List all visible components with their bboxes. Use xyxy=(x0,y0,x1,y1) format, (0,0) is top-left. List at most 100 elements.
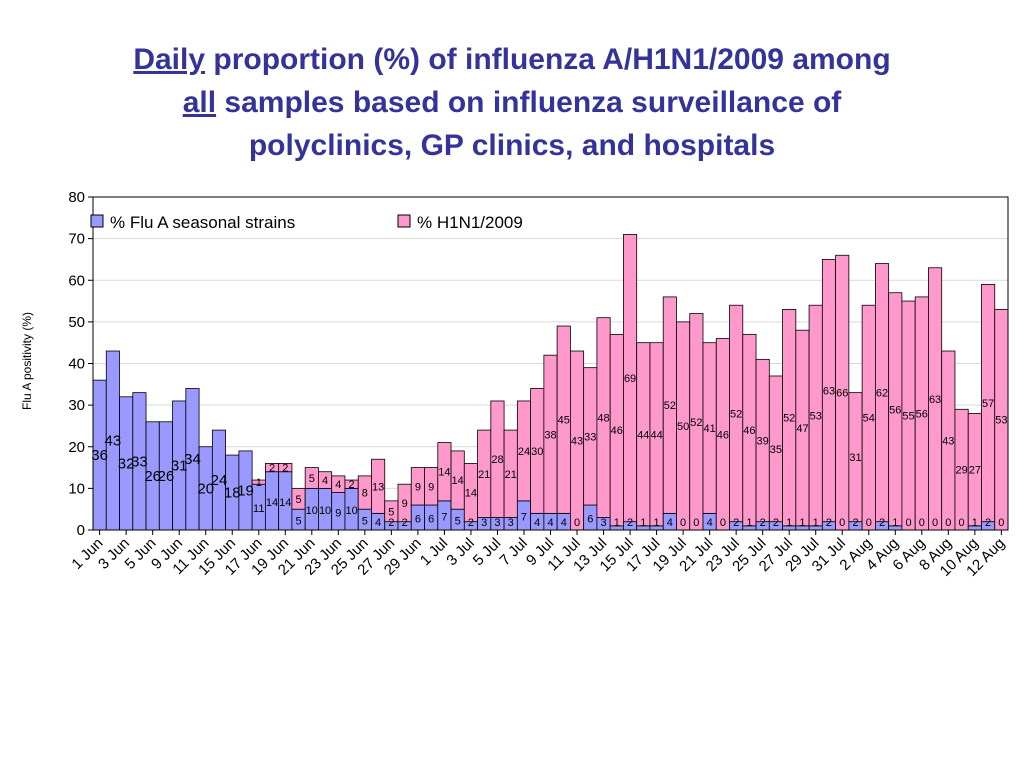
y-tick-label-3: 30 xyxy=(68,397,85,414)
title-all: all xyxy=(182,86,217,119)
data-label-seasonal-61: 0 xyxy=(905,517,911,529)
data-label-seasonal-43: 4 xyxy=(667,517,673,529)
legend-label-seasonal: % Flu A seasonal strains xyxy=(110,213,295,232)
y-axis: 0 10 20 30 40 50 60 70 80 xyxy=(68,189,93,539)
data-label-h1n1-12: 1 xyxy=(256,477,262,489)
data-label-h1n1-24: 9 xyxy=(415,481,421,493)
data-label-seasonal-19: 10 xyxy=(345,505,357,517)
data-label-h1n1-46: 41 xyxy=(704,423,716,435)
data-label-h1n1-37: 33 xyxy=(584,431,596,443)
y-tick-label-0: 0 xyxy=(77,522,85,539)
data-label-h1n1-15: 5 xyxy=(295,494,301,506)
data-label-h1n1-17: 4 xyxy=(322,475,328,487)
data-label-seasonal-40: 2 xyxy=(627,517,633,529)
data-label-h1n1-66: 27 xyxy=(969,465,981,477)
data-label-seasonal-62: 0 xyxy=(919,517,925,529)
data-label-h1n1-28: 14 xyxy=(465,488,477,500)
data-label-h1n1-60: 56 xyxy=(889,404,901,416)
data-label-seasonal-2: 32 xyxy=(118,455,135,472)
data-label-seasonal-0: 36 xyxy=(91,447,108,464)
data-label-seasonal-65: 0 xyxy=(959,517,965,529)
data-label-h1n1-32: 24 xyxy=(518,446,530,458)
y-tick-label-4: 40 xyxy=(68,356,85,373)
data-label-h1n1-65: 29 xyxy=(955,465,967,477)
y-tick-label-1: 10 xyxy=(68,480,85,497)
data-label-h1n1-14: 2 xyxy=(282,463,288,475)
data-label-seasonal-45: 0 xyxy=(693,517,699,529)
data-label-h1n1-56: 66 xyxy=(836,388,848,400)
data-label-seasonal-27: 5 xyxy=(455,516,461,528)
data-label-seasonal-12: 11 xyxy=(253,503,264,515)
data-label-seasonal-53: 1 xyxy=(799,517,805,529)
data-label-seasonal-26: 7 xyxy=(441,511,447,523)
data-label-h1n1-52: 52 xyxy=(783,413,795,425)
data-label-seasonal-3: 33 xyxy=(131,453,148,470)
data-label-seasonal-17: 10 xyxy=(319,505,331,517)
data-label-seasonal-23: 2 xyxy=(402,517,408,529)
data-label-h1n1-30: 28 xyxy=(491,454,503,466)
data-label-seasonal-35: 4 xyxy=(561,517,567,529)
data-label-seasonal-10: 18 xyxy=(224,485,241,502)
data-label-h1n1-47: 46 xyxy=(717,429,729,441)
data-label-seasonal-42: 1 xyxy=(654,517,660,529)
data-label-h1n1-63: 63 xyxy=(929,394,941,406)
data-label-seasonal-68: 0 xyxy=(998,517,1004,529)
data-label-h1n1-23: 9 xyxy=(402,498,408,510)
data-label-h1n1-29: 21 xyxy=(478,469,490,481)
data-label-seasonal-48: 2 xyxy=(733,517,739,529)
data-label-seasonal-50: 2 xyxy=(760,517,766,529)
data-label-h1n1-40: 69 xyxy=(624,373,636,385)
data-label-h1n1-55: 63 xyxy=(823,386,835,398)
data-label-seasonal-51: 2 xyxy=(773,517,779,529)
data-label-h1n1-36: 43 xyxy=(571,436,583,448)
data-label-h1n1-34: 38 xyxy=(544,429,556,441)
data-label-h1n1-50: 39 xyxy=(757,436,769,448)
data-label-h1n1-19: 2 xyxy=(349,479,355,491)
y-axis-label: Flu A positivity (%) xyxy=(20,312,34,410)
data-label-seasonal-15: 5 xyxy=(295,516,301,528)
data-label-seasonal-33: 4 xyxy=(534,517,540,529)
data-label-h1n1-61: 55 xyxy=(902,411,914,423)
legend-swatch-h1n1 xyxy=(397,214,411,228)
data-label-seasonal-4: 26 xyxy=(144,468,161,485)
data-label-h1n1-67: 57 xyxy=(982,398,994,410)
data-label-h1n1-13: 2 xyxy=(269,463,275,475)
data-label-seasonal-34: 4 xyxy=(547,517,553,529)
data-label-h1n1-25: 9 xyxy=(428,481,434,493)
data-label-seasonal-6: 31 xyxy=(171,457,188,474)
x-tick-label-14: 3 Jul xyxy=(443,535,477,569)
data-label-seasonal-41: 1 xyxy=(640,517,646,529)
bar-h1n1-21 xyxy=(371,458,386,514)
bars-group xyxy=(92,234,1009,531)
y-tick-label-6: 60 xyxy=(68,272,85,289)
data-label-seasonal-7: 34 xyxy=(184,451,201,468)
data-label-h1n1-33: 30 xyxy=(531,446,543,458)
y-tick-label-8: 80 xyxy=(68,189,85,206)
data-label-h1n1-38: 48 xyxy=(597,413,609,425)
data-label-seasonal-13: 14 xyxy=(266,497,278,509)
data-label-seasonal-63: 0 xyxy=(932,517,938,529)
data-label-h1n1-68: 53 xyxy=(995,415,1007,427)
data-label-seasonal-29: 3 xyxy=(481,517,487,529)
data-label-seasonal-11: 19 xyxy=(237,482,254,499)
title-line3: polyclinics, GP clinics, and hospitals xyxy=(248,129,776,162)
data-label-h1n1-64: 43 xyxy=(942,436,954,448)
data-label-h1n1-16: 5 xyxy=(309,473,315,485)
data-label-seasonal-55: 2 xyxy=(826,517,832,529)
data-label-seasonal-64: 0 xyxy=(945,517,951,529)
data-label-seasonal-37: 6 xyxy=(587,514,593,526)
data-label-seasonal-54: 1 xyxy=(813,517,819,529)
x-tick-label-16: 7 Jul xyxy=(496,535,530,569)
data-label-seasonal-30: 3 xyxy=(494,517,500,529)
data-label-seasonal-8: 20 xyxy=(197,480,214,497)
data-label-h1n1-39: 46 xyxy=(611,425,623,437)
legend-label-h1n1: % H1N1/2009 xyxy=(417,213,523,232)
legend-swatch-seasonal xyxy=(90,214,104,228)
data-label-seasonal-46: 4 xyxy=(707,517,713,529)
data-label-h1n1-31: 21 xyxy=(505,469,517,481)
data-label-h1n1-51: 35 xyxy=(770,444,782,456)
data-label-h1n1-42: 44 xyxy=(650,429,662,441)
data-label-h1n1-41: 44 xyxy=(637,429,649,441)
data-label-h1n1-58: 54 xyxy=(863,413,875,425)
